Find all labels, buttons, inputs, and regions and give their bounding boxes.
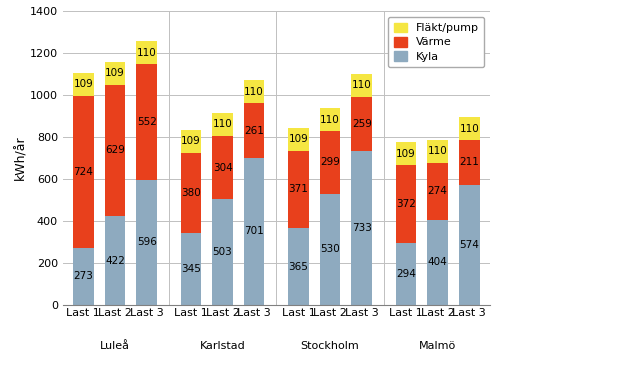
Bar (212, 113, 233, 136)
Legend: Fläkt/pump, Värme, Kyla: Fläkt/pump, Värme, Kyla (388, 17, 484, 67)
Bar (352, 74, 372, 97)
Bar (320, 194, 340, 305)
Bar (105, 85, 125, 216)
Text: 304: 304 (213, 163, 232, 173)
Text: 422: 422 (105, 256, 125, 266)
Text: 109: 109 (73, 80, 93, 90)
Text: 701: 701 (244, 226, 264, 236)
Bar (136, 180, 157, 305)
Text: 530: 530 (320, 244, 340, 254)
Text: 371: 371 (288, 184, 308, 194)
Text: 110: 110 (244, 87, 264, 97)
Bar (396, 142, 416, 165)
Text: 109: 109 (105, 68, 125, 78)
Text: 274: 274 (428, 186, 448, 197)
Text: 259: 259 (352, 119, 372, 129)
Bar (244, 158, 264, 305)
Text: 110: 110 (137, 48, 156, 58)
Text: 365: 365 (288, 262, 308, 272)
Text: 110: 110 (213, 119, 232, 129)
Bar (212, 199, 233, 305)
Text: 503: 503 (213, 247, 232, 257)
Text: 109: 109 (396, 149, 416, 159)
Bar (212, 136, 233, 199)
Bar (320, 108, 340, 131)
Bar (428, 140, 448, 163)
Bar (459, 117, 480, 140)
Bar (136, 64, 157, 180)
Bar (73, 73, 94, 96)
Text: 109: 109 (289, 134, 308, 144)
Text: 733: 733 (352, 223, 372, 233)
Text: 294: 294 (396, 269, 416, 279)
Text: 109: 109 (181, 136, 201, 146)
Bar (288, 128, 309, 150)
Bar (181, 153, 201, 232)
Bar (244, 103, 264, 158)
Bar (396, 243, 416, 305)
Text: 211: 211 (459, 157, 479, 167)
Bar (288, 228, 309, 305)
Bar (288, 150, 309, 228)
Bar (428, 220, 448, 305)
Bar (181, 232, 201, 305)
Bar (352, 151, 372, 305)
Bar (105, 62, 125, 85)
Bar (136, 41, 157, 64)
Text: 404: 404 (428, 258, 448, 267)
Bar (352, 97, 372, 151)
Bar (459, 184, 480, 305)
Bar (459, 140, 480, 184)
Text: 372: 372 (396, 199, 416, 209)
Text: 552: 552 (137, 117, 156, 127)
Text: 574: 574 (459, 240, 479, 250)
Text: 596: 596 (137, 237, 156, 247)
Y-axis label: kWh/år: kWh/år (14, 136, 27, 181)
Text: 724: 724 (73, 167, 94, 177)
Text: Malmö: Malmö (419, 341, 457, 351)
Text: 380: 380 (181, 188, 201, 198)
Text: 273: 273 (73, 271, 94, 281)
Text: 110: 110 (352, 80, 372, 90)
Bar (428, 163, 448, 220)
Bar (73, 96, 94, 248)
Bar (244, 80, 264, 103)
Text: Luleå: Luleå (100, 341, 130, 351)
Text: 629: 629 (105, 146, 125, 155)
Bar (105, 216, 125, 305)
Text: 299: 299 (320, 157, 340, 167)
Text: 261: 261 (244, 126, 264, 136)
Text: 345: 345 (181, 264, 201, 274)
Text: 110: 110 (428, 146, 448, 156)
Text: Karlstad: Karlstad (200, 341, 246, 351)
Bar (73, 248, 94, 305)
Bar (181, 130, 201, 153)
Bar (320, 131, 340, 194)
Text: 110: 110 (320, 115, 340, 125)
Text: Stockholm: Stockholm (301, 341, 359, 351)
Bar (396, 165, 416, 243)
Text: 110: 110 (460, 124, 479, 134)
